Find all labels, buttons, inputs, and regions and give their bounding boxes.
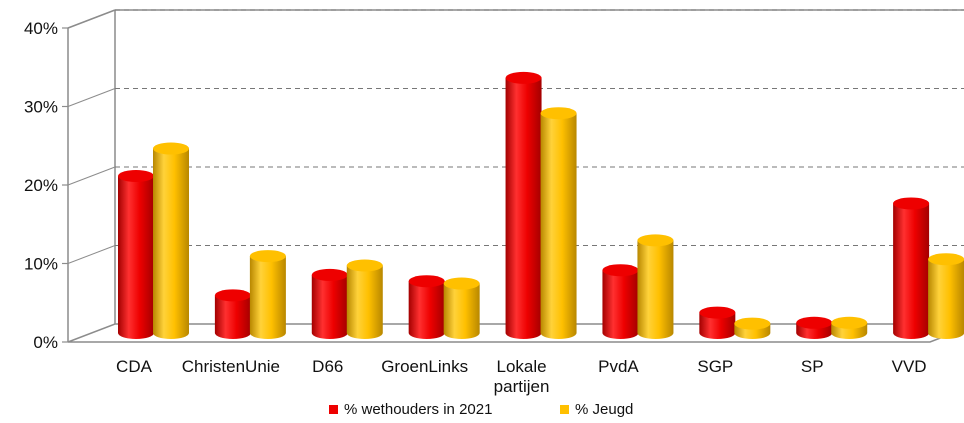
bar: [734, 317, 771, 339]
bar: [831, 316, 868, 339]
bar: [928, 253, 964, 339]
bar-top: [153, 142, 189, 155]
bar-body: [540, 113, 577, 339]
gridlines: [67, 9, 964, 264]
bar-body: [249, 256, 286, 339]
legend-label: % wethouders in 2021: [344, 401, 492, 418]
bar: [408, 275, 445, 339]
y-tick-label: 10%: [24, 255, 58, 274]
bar-body: [505, 77, 542, 339]
x-category-label: SGP: [697, 357, 733, 376]
bar-top: [893, 197, 930, 210]
bar: [796, 316, 833, 339]
bar: [118, 170, 154, 339]
bar-body: [311, 274, 348, 339]
bar-top: [346, 259, 383, 272]
bar: [540, 107, 577, 339]
bar: [311, 268, 348, 339]
bar: [699, 306, 736, 339]
bar: [505, 71, 542, 339]
bar-body: [893, 203, 930, 339]
bar: [153, 142, 189, 339]
bar-top: [443, 277, 480, 290]
bar-body: [637, 240, 674, 339]
legend-swatch: [329, 405, 338, 414]
bar: [443, 277, 480, 339]
x-category-label: D66: [312, 357, 343, 376]
side-gridline: [67, 9, 116, 29]
x-category-label: GroenLinks: [381, 357, 468, 376]
bar: [602, 264, 639, 339]
bar-body: [602, 270, 639, 339]
bar: [346, 259, 383, 339]
y-tick-label: 40%: [24, 19, 58, 38]
y-tick-label: 30%: [24, 98, 58, 117]
bar-top: [928, 253, 964, 266]
bar-top: [214, 289, 251, 302]
bar-top: [408, 275, 445, 288]
y-tick-label: 0%: [33, 333, 58, 352]
bar-body: [118, 176, 154, 339]
bar-body: [408, 281, 445, 339]
bars: [118, 71, 964, 339]
bar: [249, 250, 286, 339]
bar-top: [505, 71, 542, 84]
bar-top: [734, 317, 771, 330]
bar-top: [602, 264, 639, 277]
x-category-label: PvdA: [598, 357, 639, 376]
legend: % wethouders in 2021 % Jeugd: [329, 401, 633, 418]
bar-body: [214, 295, 251, 339]
x-category-label: Lokale partijen: [494, 357, 550, 396]
bar-top: [118, 170, 154, 182]
side-gridline: [67, 88, 116, 107]
bar-body: [346, 265, 383, 339]
bar: [637, 234, 674, 339]
legend-label: % Jeugd: [575, 401, 633, 418]
y-tick-label: 20%: [24, 176, 58, 195]
side-gridline: [67, 245, 116, 264]
bar-body: [153, 148, 189, 339]
x-category-label: VVD: [892, 357, 927, 376]
side-gridline: [67, 166, 116, 186]
bar-body: [699, 312, 736, 339]
x-category-label: ChristenUnie: [182, 357, 280, 376]
bar-top: [699, 306, 736, 319]
legend-swatch: [560, 405, 569, 414]
bar: [214, 289, 251, 339]
bar-body: [928, 259, 964, 339]
bar-top: [796, 316, 833, 329]
x-axis-categories: CDA ChristenUnie D66 GroenLinks Lokale partij…: [116, 357, 927, 396]
bar-top: [637, 234, 674, 247]
bar-top: [540, 107, 577, 120]
bar-top: [831, 316, 868, 329]
bar-top: [311, 268, 348, 281]
bar-top: [249, 250, 286, 263]
x-category-label: SP: [801, 357, 824, 376]
y-axis-ticks: 0% 10% 20% 30% 40%: [24, 19, 68, 352]
x-category-label: CDA: [116, 357, 153, 376]
bar-body: [443, 283, 480, 339]
bar: [893, 197, 930, 339]
